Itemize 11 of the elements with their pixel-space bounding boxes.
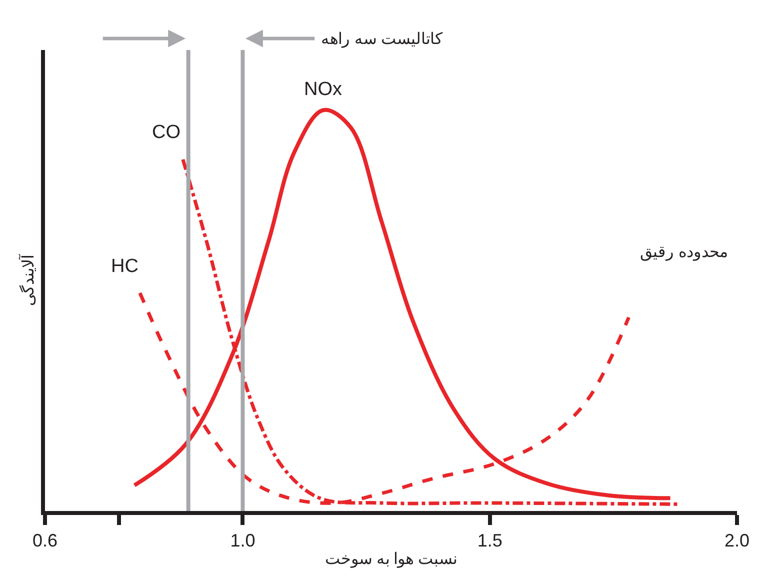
x-axis-title: نسبت هوا به سوخت [324,550,458,568]
x-tick-label: 1.5 [477,530,502,551]
series-label: NOx [304,79,342,100]
x-tick-label: 0.6 [32,530,58,551]
x-tick-label: 2.0 [724,530,750,551]
y-axis-title: آلایندگی [17,253,38,306]
annotation: محدوده رقیق [640,244,728,261]
series-label: CO [152,122,180,143]
x-tick-label: 1.0 [230,530,256,551]
series-label: HC [111,256,138,277]
text: کاتالیست سه راهه [321,31,443,48]
